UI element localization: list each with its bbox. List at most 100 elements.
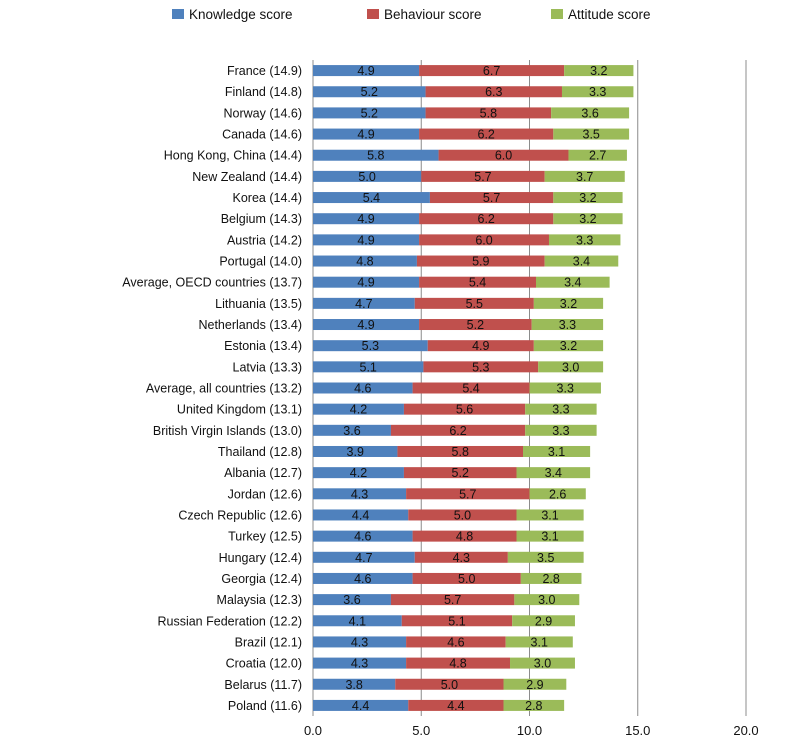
- bar-segment: [419, 234, 549, 246]
- bar-segment: [516, 530, 584, 542]
- category-label: United Kingdom (13.1): [177, 403, 302, 417]
- bar-segment: [529, 488, 586, 500]
- bar-segment: [531, 319, 604, 331]
- data-label: 4.9: [472, 339, 489, 353]
- bar-segment: [419, 128, 554, 140]
- bar-segment: [403, 467, 517, 479]
- data-label: 5.6: [456, 403, 473, 417]
- bar-segment: [313, 340, 428, 352]
- data-label: 4.8: [456, 530, 473, 544]
- bar-segment: [313, 636, 407, 648]
- bar-segment: [313, 572, 413, 584]
- data-label: 3.0: [534, 657, 551, 671]
- bar-segment: [313, 488, 407, 500]
- bar-segment: [512, 615, 575, 627]
- data-label: 5.0: [441, 678, 458, 692]
- bar-segment: [553, 213, 623, 225]
- bar-segment: [533, 340, 604, 352]
- data-label: 5.5: [466, 297, 483, 311]
- bar-segment: [427, 340, 534, 352]
- bar-segment: [390, 424, 526, 436]
- bar-segment: [313, 615, 402, 627]
- bar-segment: [425, 107, 552, 119]
- bar-segment: [529, 382, 601, 394]
- data-label: 5.9: [472, 255, 489, 269]
- data-label: 4.9: [357, 64, 374, 78]
- bar-segment: [535, 276, 610, 288]
- data-label: 4.6: [447, 635, 464, 649]
- bar-segment: [313, 403, 404, 415]
- category-label: New Zealand (14.4): [192, 170, 302, 184]
- data-label: 3.2: [590, 64, 607, 78]
- data-label: 5.3: [362, 339, 379, 353]
- data-label: 5.1: [448, 614, 465, 628]
- bar-segment: [313, 128, 420, 140]
- category-label: Poland (11.6): [228, 699, 302, 713]
- data-label: 4.2: [350, 403, 367, 417]
- data-label: 3.6: [581, 106, 598, 120]
- data-label: 5.7: [459, 487, 476, 501]
- data-label: 3.3: [552, 424, 569, 438]
- data-label: 4.9: [357, 276, 374, 290]
- bar-segment: [406, 636, 506, 648]
- data-label: 5.3: [472, 360, 489, 374]
- bar-segment: [525, 424, 597, 436]
- bar-segment: [313, 361, 424, 373]
- bar-segment: [503, 678, 567, 690]
- bar-segment: [313, 213, 420, 225]
- x-tick-label: 20.0: [733, 723, 758, 738]
- data-label: 5.0: [358, 170, 375, 184]
- data-label: 6.2: [478, 128, 495, 142]
- data-label: 4.9: [357, 128, 374, 142]
- bar-segment: [406, 657, 511, 669]
- data-label: 3.5: [537, 551, 554, 565]
- bar-segment: [406, 488, 530, 500]
- bar-segment: [419, 319, 532, 331]
- data-label: 2.8: [542, 572, 559, 586]
- x-tick-label: 5.0: [412, 723, 430, 738]
- category-label: Estonia (13.4): [224, 339, 302, 353]
- bar-segment: [313, 382, 413, 394]
- data-label: 2.6: [549, 487, 566, 501]
- bar-segment: [416, 255, 545, 267]
- data-label: 3.4: [564, 276, 581, 290]
- data-label: 4.1: [349, 614, 366, 628]
- data-label: 4.4: [352, 508, 369, 522]
- data-label: 6.2: [449, 424, 466, 438]
- bar-segment: [401, 615, 513, 627]
- bar-segment: [313, 234, 420, 246]
- category-label: British Virgin Islands (13.0): [153, 424, 302, 438]
- bar-segment: [313, 149, 439, 161]
- bar-segment: [561, 86, 634, 98]
- data-label: 5.7: [474, 170, 491, 184]
- bar-segment: [313, 65, 420, 77]
- bar-segment: [538, 361, 604, 373]
- category-label: Canada (14.6): [222, 128, 302, 142]
- bar-segment: [395, 678, 504, 690]
- category-label: Georgia (12.4): [221, 572, 302, 586]
- bar-segment: [313, 170, 422, 182]
- data-label: 4.8: [449, 657, 466, 671]
- data-label: 4.7: [355, 297, 372, 311]
- category-label: Finland (14.8): [225, 85, 302, 99]
- data-label: 4.9: [357, 212, 374, 226]
- x-tick-label: 0.0: [304, 723, 322, 738]
- bar-segment: [553, 128, 630, 140]
- category-label: Hong Kong, China (14.4): [164, 149, 302, 163]
- bar-segment: [553, 192, 623, 204]
- data-label: 4.4: [352, 699, 369, 713]
- bar-segment: [429, 192, 554, 204]
- category-label: Thailand (12.8): [218, 445, 302, 459]
- bar-segment: [564, 65, 634, 77]
- category-label: Lithuania (13.5): [215, 297, 302, 311]
- bar-segment: [313, 276, 420, 288]
- data-label: 3.2: [560, 339, 577, 353]
- bar-segment: [525, 403, 597, 415]
- bar-segment: [313, 530, 413, 542]
- bar-segment: [423, 361, 539, 373]
- data-label: 3.1: [541, 508, 558, 522]
- bar-segment: [313, 467, 404, 479]
- category-label: Hungary (12.4): [219, 551, 302, 565]
- bar-segment: [390, 594, 515, 606]
- data-label: 3.2: [579, 191, 596, 205]
